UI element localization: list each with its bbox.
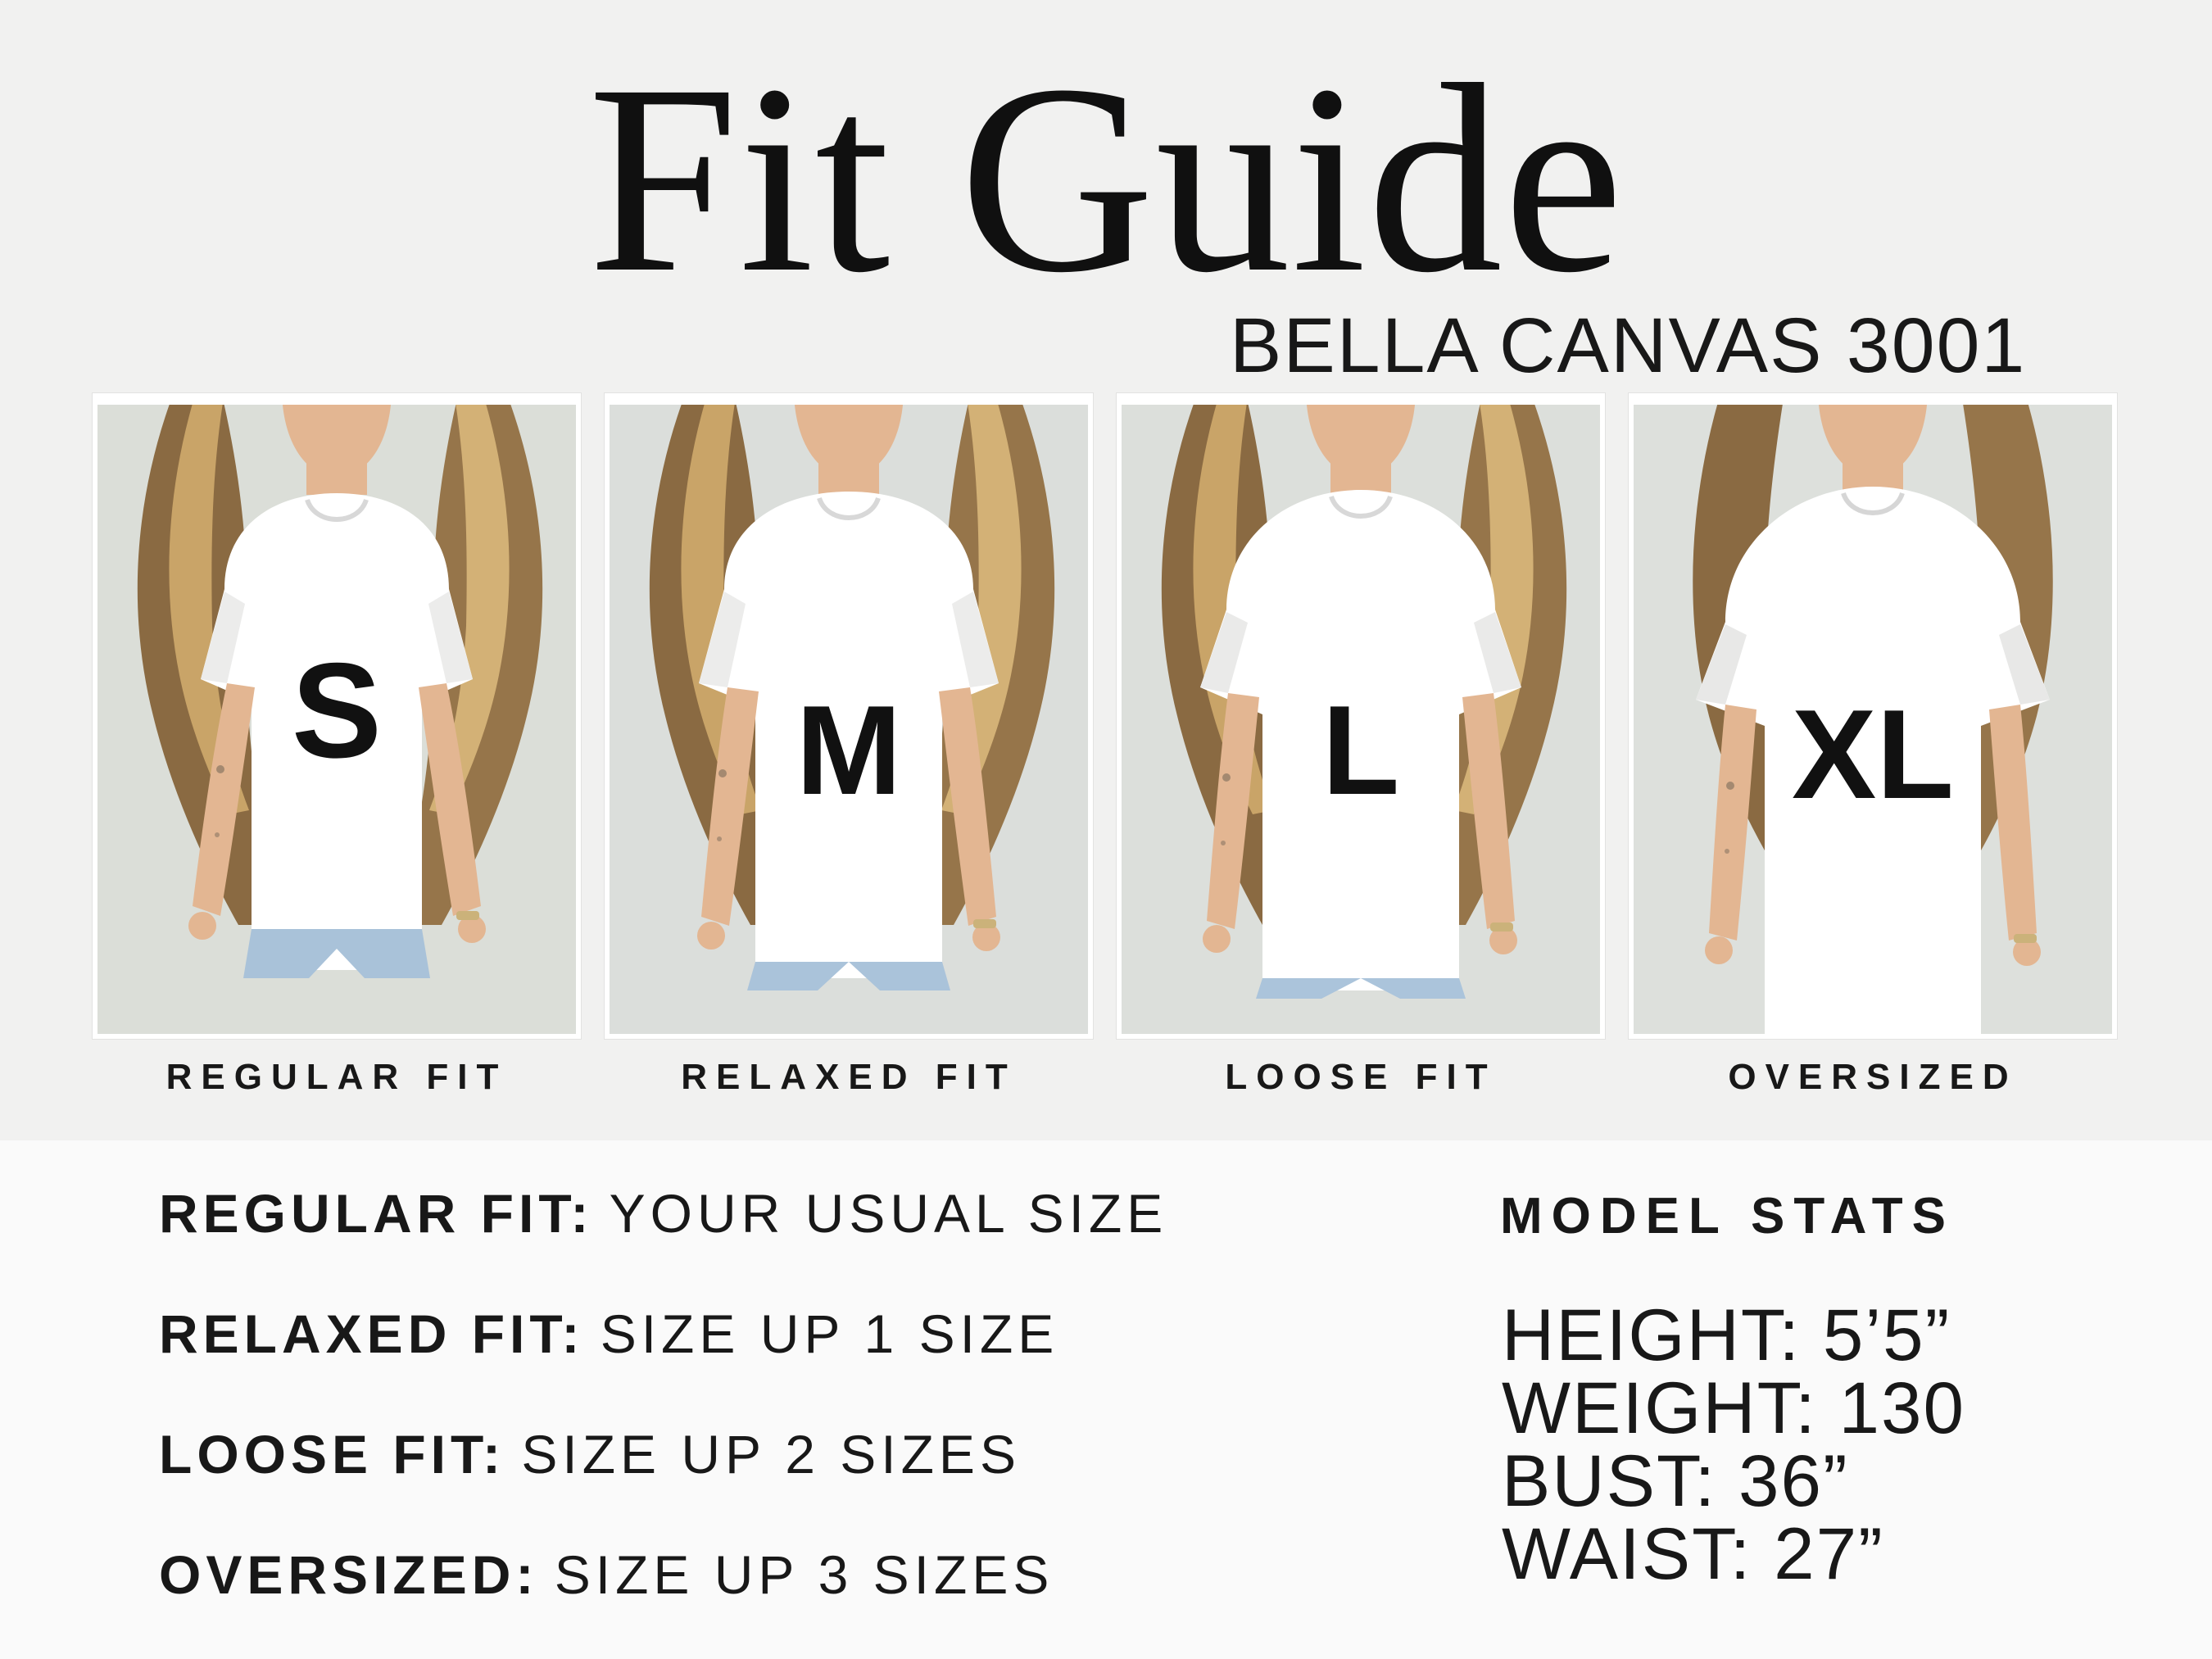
- svg-text:XL: XL: [1792, 683, 1954, 825]
- svg-text:L: L: [1322, 679, 1400, 821]
- svg-text:S: S: [292, 635, 382, 786]
- svg-text:M: M: [796, 679, 901, 821]
